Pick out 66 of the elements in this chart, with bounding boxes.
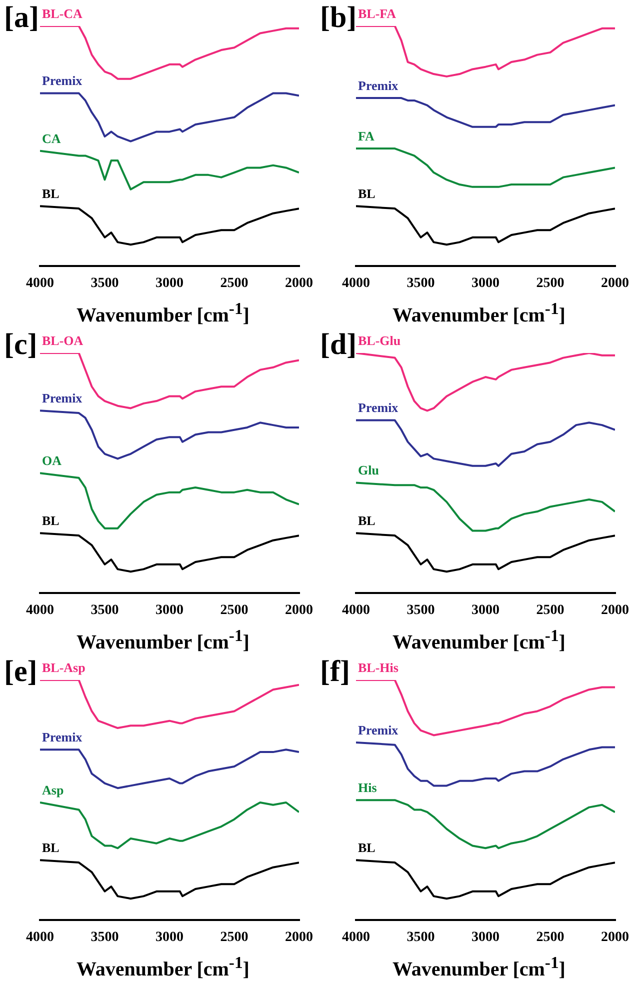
series-label: BL xyxy=(358,186,376,202)
x-axis-title: Wavenumber [cm$^{-1}$] xyxy=(392,625,566,656)
series-label: BL-CA xyxy=(42,6,84,21)
series-label: His xyxy=(358,780,377,795)
x-axis-title: Wavenumber [cm$^{-1}$] xyxy=(392,298,566,329)
x-tick-label: 3000 xyxy=(472,603,500,618)
x-tick-label: 4000 xyxy=(26,930,54,946)
chart-title: [f] xyxy=(320,655,350,688)
series-label: BL xyxy=(42,186,60,202)
x-tick-label: 2500 xyxy=(536,930,564,946)
x-axis-title: Wavenumber [cm$^{-1}$] xyxy=(76,298,250,329)
x-tick-label: 3500 xyxy=(406,930,435,946)
chart-title: [c] xyxy=(4,328,38,361)
series-label: BL-Glu xyxy=(358,332,401,348)
x-tick-label: 2500 xyxy=(536,276,564,292)
x-tick-label: 3000 xyxy=(156,276,184,292)
x-tick-label: 3000 xyxy=(156,930,184,946)
series-label: Premix xyxy=(42,73,83,88)
series-label: Premix xyxy=(358,78,399,93)
x-tick-label: 3500 xyxy=(90,276,119,292)
x-tick-label: 2000 xyxy=(285,603,313,618)
x-tick-label: 4000 xyxy=(342,930,370,946)
x-tick-label: 4000 xyxy=(26,276,54,292)
series-label: BL-His xyxy=(358,660,398,675)
x-tick-label: 2000 xyxy=(601,930,629,946)
x-tick-label: 3500 xyxy=(90,930,119,946)
x-tick-label: 2500 xyxy=(536,603,564,618)
series-label: CA xyxy=(42,130,62,146)
x-tick-label: 3500 xyxy=(90,603,119,618)
series-label: BL-Asp xyxy=(42,660,86,675)
series-label: Premix xyxy=(358,722,399,738)
series-label: Asp xyxy=(42,782,64,798)
series-label: BL xyxy=(358,840,376,856)
chart-title: [e] xyxy=(4,655,38,688)
x-tick-label: 2000 xyxy=(285,276,313,292)
x-tick-label: 3000 xyxy=(472,930,500,946)
x-tick-label: 2000 xyxy=(285,930,313,946)
x-tick-label: 2000 xyxy=(601,603,629,618)
x-axis-title: Wavenumber [cm$^{-1}$] xyxy=(76,952,250,982)
chart-title: [a] xyxy=(4,1,39,34)
x-tick-label: 3500 xyxy=(406,603,435,618)
x-axis-title: Wavenumber [cm$^{-1}$] xyxy=(76,625,250,656)
x-tick-label: 4000 xyxy=(26,603,54,618)
series-label: Glu xyxy=(358,462,379,478)
series-label: OA xyxy=(42,452,62,468)
x-tick-label: 4000 xyxy=(342,603,370,618)
x-tick-label: 2500 xyxy=(220,930,248,946)
series-label: BL xyxy=(42,840,60,856)
chart-title: [b] xyxy=(320,1,357,34)
series-label: Premix xyxy=(42,730,83,745)
x-tick-label: 3000 xyxy=(472,276,500,292)
x-tick-label: 2000 xyxy=(601,276,629,292)
series-label: Premix xyxy=(358,400,399,416)
x-tick-label: 3500 xyxy=(406,276,435,292)
series-label: BL-FA xyxy=(358,6,397,21)
series-label: BL xyxy=(42,513,60,528)
x-axis-title: Wavenumber [cm$^{-1}$] xyxy=(392,952,566,982)
x-tick-label: 3000 xyxy=(156,603,184,618)
chart-title: [d] xyxy=(320,328,357,361)
series-label: BL-OA xyxy=(42,332,84,348)
x-tick-label: 2500 xyxy=(220,276,248,292)
series-label: Premix xyxy=(42,390,83,406)
series-label: FA xyxy=(358,128,375,144)
x-tick-label: 2500 xyxy=(220,603,248,618)
series-label: BL xyxy=(358,513,376,528)
x-tick-label: 4000 xyxy=(342,276,370,292)
